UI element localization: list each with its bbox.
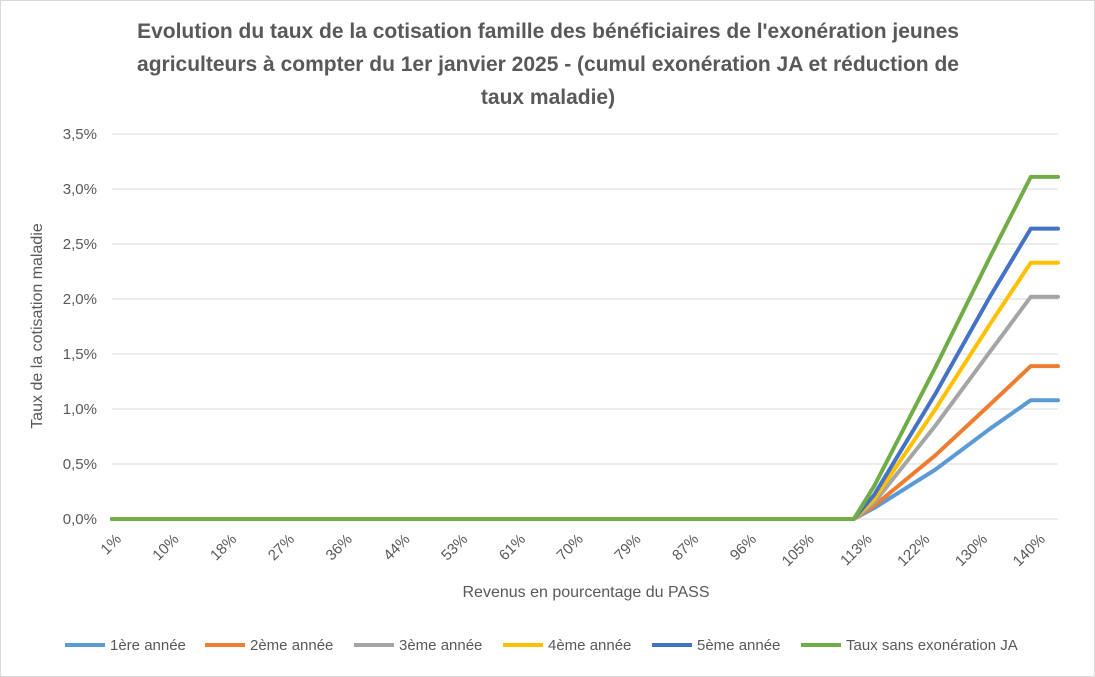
x-tick-label: 87%: [669, 531, 702, 564]
y-tick-label: 0,5%: [63, 456, 97, 473]
y-tick-label: 1,0%: [63, 401, 97, 418]
x-tick-label: 10%: [149, 531, 182, 564]
series-line: [110, 364, 1060, 521]
x-axis-title: Revenus en pourcentage du PASS: [463, 584, 710, 601]
x-tick-label: 70%: [554, 531, 587, 564]
x-tick-label: 113%: [837, 531, 875, 569]
x-axis-ticks: 1% 10% 18% 27% 36% 44% 53% 61% 70% 79% 87% 96% 105% 1…: [97, 531, 1048, 570]
chart-title-line: agriculteurs à compter du 1er janvier 20…: [137, 53, 959, 76]
x-tick-label: 53%: [438, 531, 471, 564]
legend-label: 1ère année: [110, 637, 186, 654]
x-tick-label: 44%: [380, 531, 413, 564]
chart-title-line: taux maladie): [481, 86, 615, 109]
y-tick-label: 3,0%: [63, 181, 97, 198]
x-tick-label: 36%: [323, 531, 356, 564]
x-tick-label: 140%: [1010, 531, 1049, 570]
y-tick-label: 0,0%: [63, 511, 97, 528]
series-line: [110, 174, 1060, 521]
y-tick-label: 2,5%: [63, 236, 97, 253]
y-tick-label: 2,0%: [63, 291, 97, 308]
x-tick-label: 1%: [97, 531, 124, 558]
series-line: [110, 226, 1060, 521]
y-tick-label: 3,5%: [63, 126, 97, 143]
x-tick-label: 96%: [727, 531, 760, 564]
legend: 1ère année 2ème année 3ème année 4ème année…: [65, 637, 1018, 654]
axis-titles: Revenus en pourcentage du PASS Taux de la…: [29, 223, 709, 601]
x-tick-label: 122%: [894, 531, 933, 570]
x-tick-label: 61%: [496, 531, 529, 564]
chart-title: Evolution du taux de la cotisation famil…: [137, 20, 959, 109]
legend-label: 4ème année: [548, 637, 631, 654]
series-line: [110, 398, 1060, 521]
legend-label: Taux sans exonération JA: [846, 637, 1018, 654]
chart-title-line: Evolution du taux de la cotisation famil…: [137, 20, 959, 43]
legend-label: 5ème année: [697, 637, 780, 654]
y-tick-label: 1,5%: [63, 346, 97, 363]
legend-label: 2ème année: [250, 637, 333, 654]
legend-label: 3ème année: [399, 637, 482, 654]
y-axis-ticks: 0,0% 0,5% 1,0% 1,5% 2,0% 2,5% 3,0% 3,5%: [63, 126, 97, 528]
x-tick-label: 105%: [779, 531, 818, 570]
x-tick-label: 27%: [265, 531, 298, 564]
x-tick-label: 79%: [611, 531, 644, 564]
gridlines: [112, 133, 1058, 520]
series-lines: [110, 174, 1060, 521]
x-tick-label: 130%: [952, 531, 991, 570]
x-tick-label: 18%: [207, 531, 240, 564]
y-axis-title: Taux de la cotisation maladie: [29, 223, 46, 429]
